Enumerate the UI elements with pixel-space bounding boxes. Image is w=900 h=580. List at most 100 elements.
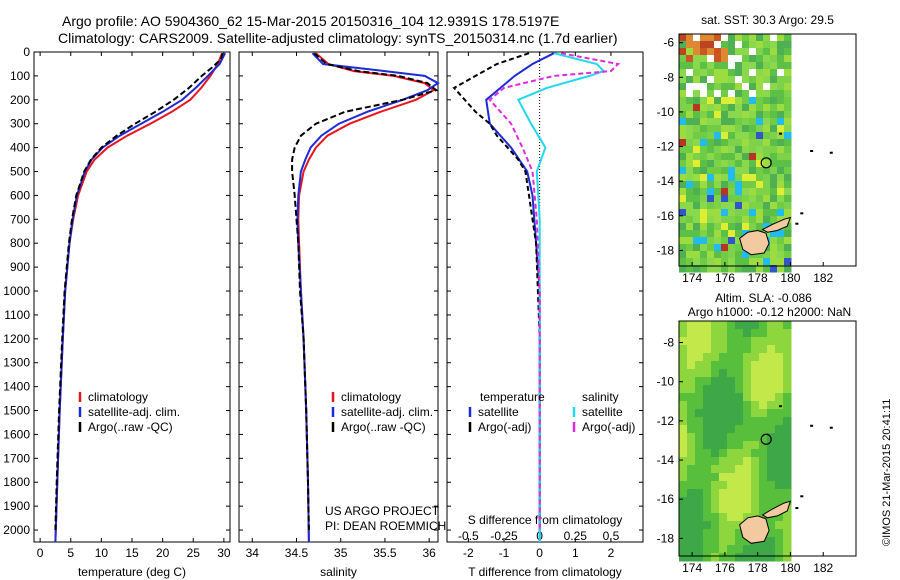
map-cell — [686, 195, 694, 203]
map-title-line2: Argo h1000: -0.12 h2000: NaN — [688, 305, 851, 319]
map-cell — [763, 181, 771, 189]
map-cell — [695, 425, 704, 434]
map-cell — [763, 167, 771, 175]
map-cell — [727, 369, 736, 378]
map-cell — [714, 195, 722, 203]
map-cell — [775, 545, 784, 554]
map-cell — [695, 369, 704, 378]
map-cell — [728, 251, 736, 259]
series-line-salinity — [296, 52, 440, 543]
map-cell — [711, 417, 720, 426]
map-cell — [767, 329, 776, 338]
map-cell — [695, 345, 704, 354]
map-cell — [783, 329, 792, 338]
map-cell — [721, 104, 729, 112]
legend-label: climatology — [341, 390, 401, 404]
map-cell — [679, 41, 687, 49]
y-tick-label: 100 — [10, 69, 30, 83]
map-cell — [703, 521, 712, 530]
map-cell — [743, 377, 752, 386]
map-cell — [707, 195, 715, 203]
series-line-temperature — [54, 52, 226, 543]
map-cell — [686, 244, 694, 252]
map-cell — [707, 34, 715, 42]
map-cell — [721, 244, 729, 252]
x-axis-label: temperature (deg C) — [78, 565, 186, 579]
legend-label: Argo(..raw -QC) — [88, 420, 173, 434]
map-cell — [777, 69, 785, 77]
s-tick-label: -0.25 — [490, 529, 518, 543]
map-cell — [719, 545, 728, 554]
map-cell — [714, 97, 722, 105]
map-cell — [742, 223, 750, 231]
map-cell — [727, 409, 736, 418]
map-cell — [679, 465, 688, 474]
map-cell — [735, 118, 743, 126]
map-cell — [749, 160, 757, 168]
map-cell — [687, 473, 696, 482]
map-cell — [714, 160, 722, 168]
map-cell — [695, 529, 704, 538]
map-cell — [686, 97, 694, 105]
map-cell — [728, 160, 736, 168]
legend-label: Argo(..raw -QC) — [341, 420, 426, 434]
map-cell — [703, 377, 712, 386]
map-y-tick-label: -6 — [663, 36, 674, 50]
map-cell — [749, 167, 757, 175]
map-cell — [693, 97, 701, 105]
map-cell — [686, 202, 694, 210]
map-cell — [767, 353, 776, 362]
map-cell — [770, 132, 778, 140]
map-cell — [742, 118, 750, 126]
map-cell — [783, 537, 792, 546]
header-line-2: Climatology: CARS2009. Satellite-adjuste… — [58, 30, 618, 46]
map-cell — [742, 111, 750, 119]
map-cell — [775, 537, 784, 546]
map-cell — [686, 55, 694, 63]
map-cell — [763, 90, 771, 98]
map-cell — [777, 237, 785, 245]
map-cell — [721, 97, 729, 105]
map-cell — [743, 553, 752, 562]
map-cell — [728, 34, 736, 42]
map-cell — [777, 153, 785, 161]
map-cell — [679, 481, 688, 490]
map-cell — [707, 111, 715, 119]
series-line-temperature — [54, 52, 224, 531]
y-tick-label: 1400 — [3, 380, 30, 394]
map-cell — [687, 377, 696, 386]
map-cell — [756, 146, 764, 154]
map-cell — [770, 230, 778, 238]
map-cell — [763, 62, 771, 70]
map-cell — [751, 433, 760, 442]
map-cell — [735, 497, 744, 506]
map-cell — [783, 497, 792, 506]
map-cell — [687, 361, 696, 370]
map-cell — [777, 48, 785, 56]
map-cell — [756, 223, 764, 231]
map-cell — [770, 76, 778, 84]
map-cell — [693, 265, 701, 273]
map-cell — [703, 545, 712, 554]
map-cell — [711, 337, 720, 346]
map-cell — [686, 251, 694, 259]
map-cell — [763, 153, 771, 161]
map-cell — [707, 188, 715, 196]
map-cell — [700, 97, 708, 105]
map-cell — [728, 153, 736, 161]
map-cell — [742, 97, 750, 105]
map-cell — [679, 385, 688, 394]
map-cell — [759, 497, 768, 506]
map-cell — [784, 111, 792, 119]
map-x-tick-label: 180 — [780, 271, 800, 285]
map-cell — [711, 393, 720, 402]
map-cell — [727, 345, 736, 354]
map-cell — [721, 90, 729, 98]
map-cell — [679, 90, 687, 98]
map-cell — [784, 125, 792, 133]
map-cell — [784, 76, 792, 84]
map-cell — [711, 553, 720, 562]
map-cell — [763, 146, 771, 154]
map-cell — [721, 167, 729, 175]
map-cell — [707, 97, 715, 105]
